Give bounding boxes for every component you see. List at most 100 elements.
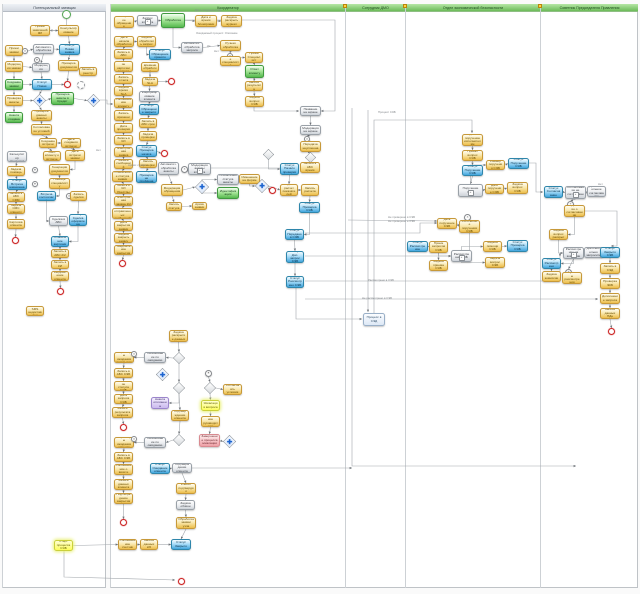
status-node[interactable]: Статус Обращение принято: [149, 49, 171, 60]
intermediate-event-cancel-icon[interactable]: ×: [181, 166, 188, 173]
task-node[interactable]: Запись времени: [114, 110, 133, 121]
task-node[interactable]: Прием запросов СЭБ: [429, 241, 448, 253]
status-node[interactable]: Статус Передано в СЭБ: [285, 229, 304, 240]
exclusive-gateway[interactable]: [263, 149, 274, 160]
task-node[interactable]: Задача закрыть заявку: [114, 233, 133, 243]
intermediate-event-cancel-icon[interactable]: ×: [131, 436, 137, 442]
subprocess-node[interactable]: Обновление статуса анкеты: [217, 174, 239, 185]
exclusive-gateway[interactable]: [305, 152, 316, 163]
task-node[interactable]: Прием Специалист: [245, 52, 263, 63]
task-node[interactable]: Обновление статуса СЭБ: [114, 381, 133, 391]
task-node[interactable]: Запись данных ПДн: [600, 308, 620, 319]
lane-header[interactable]: Советник Председателя Правления: [541, 4, 638, 12]
task-node[interactable]: Задача вопрос раскрыт: [549, 229, 568, 240]
parallel-gateway[interactable]: [87, 94, 100, 107]
lane-header[interactable]: Сотрудник ДМО: [346, 4, 405, 12]
task-node[interactable]: Задача расчет показателей: [280, 184, 298, 196]
end-event[interactable]: [57, 288, 64, 295]
task-node[interactable]: Дать поручение исполнителям: [462, 134, 483, 146]
task-node[interactable]: Проверка данных анкеты: [31, 110, 52, 121]
task-node[interactable]: Ручная обработка: [220, 40, 241, 51]
approve-node[interactable]: Создание заявки: [5, 79, 23, 90]
task-node[interactable]: Назначение специалиста: [220, 56, 241, 66]
task-node[interactable]: Напоминание руководителю: [201, 416, 220, 427]
task-node[interactable]: Запись в АБС CRM: [7, 192, 25, 202]
task-node[interactable]: Задача вопрос СЭБ: [245, 96, 264, 107]
task-node[interactable]: Уведомление о согласовании: [564, 205, 585, 217]
task-node[interactable]: Запись в АБС 2/2: [51, 249, 69, 258]
task-node[interactable]: Задача помощи СЭБ: [483, 241, 502, 252]
status-node[interactable]: Статус Поручение СЭБ: [462, 165, 483, 176]
task-node[interactable]: Согласовать условия: [223, 384, 242, 395]
parallel-gateway[interactable]: [255, 179, 269, 193]
task-node[interactable]: Запись времени обработки: [141, 62, 159, 72]
task-node[interactable]: Электронная заявка: [114, 147, 133, 157]
task-node[interactable]: СМС клиенту о встрече: [43, 151, 61, 161]
parallel-gateway[interactable]: [33, 94, 46, 107]
status-node[interactable]: Статус Проверка СЭБ: [299, 202, 320, 213]
task-node[interactable]: Исполнение поручения СЭБ: [459, 220, 480, 233]
task-node[interactable]: Дата создания встречи: [61, 138, 81, 148]
task-node[interactable]: Дать поручение СЭБ: [485, 184, 504, 194]
subprocess-node[interactable]: Запрос клиента+: [137, 15, 158, 26]
approve-node[interactable]: Обработка: [161, 13, 185, 28]
end-event[interactable]: [161, 150, 168, 157]
status-node[interactable]: Статус Рассмотрено: [542, 258, 561, 269]
sed-process-node[interactable]: Процесс в СЭД: [363, 313, 385, 326]
status-node[interactable]: Статус Встреча состоялась: [37, 191, 56, 201]
status-node[interactable]: Статус Сделка оформлена: [69, 214, 87, 226]
task-node[interactable]: Запись в АБС: [114, 49, 133, 59]
task-node[interactable]: Запись в КИ: [51, 260, 69, 269]
task-node[interactable]: Запись отправленных сообщений: [112, 208, 133, 219]
task-node[interactable]: Запись сделки: [70, 191, 87, 201]
subprocess-node[interactable]: Согласование не согласовано+: [565, 186, 586, 199]
task-node[interactable]: Уведомление закрытия: [114, 245, 133, 255]
lane-header[interactable]: Координатор: [111, 4, 345, 12]
status-node[interactable]: Статус Проверка не пройдена: [136, 171, 157, 183]
intermediate-event-cancel-icon[interactable]: ×: [131, 351, 137, 357]
task-node[interactable]: Напоминание счетчик: [118, 539, 137, 550]
status-node[interactable]: Статус Проверка СЭБ: [507, 240, 528, 252]
subprocess-node[interactable]: Напоминание по ожиданию: [144, 437, 166, 448]
status-node[interactable]: Статус Проверка начата: [136, 145, 157, 157]
task-node[interactable]: Задача СМС клиенту: [7, 204, 25, 214]
task-node[interactable]: Проверка анкеты: [5, 95, 23, 106]
task-node[interactable]: Согласование условий: [31, 124, 52, 135]
task-node[interactable]: Модерация обращения: [161, 184, 183, 196]
highlight-node[interactable]: Старт процесса СЭБ: [54, 540, 73, 551]
status-node[interactable]: Статус Новая заявка: [59, 44, 80, 55]
task-node[interactable]: Дата запроса СЭБ: [114, 394, 133, 404]
task-node[interactable]: Прием заявлений ФЛ: [30, 25, 50, 36]
approve-node[interactable]: Ответ клиенту: [245, 65, 264, 78]
task-node[interactable]: Проверка ЭКБ: [600, 278, 620, 289]
subprocess-node[interactable]: Модерация анкеты клиента+: [188, 163, 211, 175]
subprocess-node[interactable]: Рассмотрение СЭБ+: [451, 250, 472, 262]
status-node[interactable]: Статус Поручение СЭБ: [508, 158, 529, 169]
task-node[interactable]: Передача неуспешна: [300, 141, 321, 152]
task-node[interactable]: Электронное обращение: [114, 16, 134, 28]
subprocess-node[interactable]: Автоматич. обработка: [33, 44, 54, 54]
start-event[interactable]: [62, 10, 71, 19]
exclusive-gateway[interactable]: [204, 382, 216, 394]
end-event[interactable]: [178, 578, 185, 585]
task-node[interactable]: Запись SMS недоставлен: [26, 306, 44, 316]
task-node[interactable]: Приказ вопрос СЭБ: [462, 150, 483, 161]
task-node[interactable]: Задача вопрос СЭБ: [485, 257, 505, 268]
approve-node[interactable]: Идентификация: [217, 187, 239, 199]
task-node[interactable]: Запись в СЭД: [600, 263, 620, 274]
task-node[interactable]: Запись статуса: [166, 202, 182, 211]
task-node[interactable]: Консультирование: [58, 25, 79, 36]
end-event[interactable]: [120, 519, 127, 526]
task-node[interactable]: Электронная заявка 2/2: [114, 196, 133, 206]
task-node[interactable]: Генерация документов: [49, 164, 70, 175]
task-node[interactable]: Запись в АБС время: [300, 162, 320, 173]
task-node[interactable]: Дополнение запроса: [600, 293, 620, 304]
status-node[interactable]: Статус Доп. запрос СЭБ: [286, 251, 304, 263]
status-node[interactable]: Статус Новая: [32, 79, 52, 90]
task-node[interactable]: Дата закрытия заявки: [114, 221, 133, 231]
task-node[interactable]: Задача комиссии: [542, 271, 561, 282]
task-node[interactable]: Задача проверки: [139, 131, 157, 141]
task-node[interactable]: Прием заявки: [5, 45, 23, 56]
subprocess-node[interactable]: Модерация на экране: [300, 125, 321, 135]
task-node[interactable]: Запись в АБС СЭБ: [114, 368, 133, 378]
